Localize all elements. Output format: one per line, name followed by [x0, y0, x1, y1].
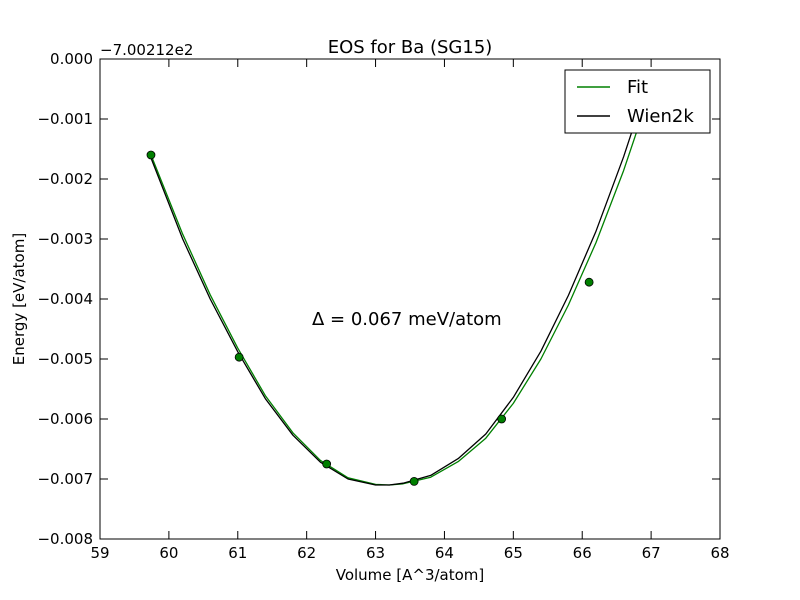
legend-label-fit: Fit — [627, 77, 648, 98]
x-tick-label: 68 — [710, 544, 729, 562]
plot-frame — [99, 58, 721, 540]
series-curves — [150, 73, 652, 486]
y-offset-label: −7.00212e2 — [100, 41, 193, 59]
x-tick-label: 65 — [504, 544, 523, 562]
chart-title: EOS for Ba (SG15) — [328, 37, 493, 58]
y-tick-label: −0.008 — [37, 530, 93, 548]
x-tick-label: 61 — [228, 544, 247, 562]
y-tick-label: −0.003 — [37, 230, 93, 248]
data-point — [234, 352, 244, 362]
legend-label-wien2k: Wien2k — [627, 106, 694, 127]
delta-annotation: Δ = 0.067 meV/atom — [312, 309, 502, 330]
y-tick-label: −0.006 — [37, 410, 93, 428]
series-line-wien2k — [150, 73, 652, 486]
x-tick-label: 59 — [90, 544, 109, 562]
y-tick-label: −0.005 — [37, 350, 93, 368]
data-point — [409, 476, 419, 486]
data-point — [584, 277, 594, 287]
x-tick-label: 66 — [573, 544, 592, 562]
x-tick-label: 63 — [366, 544, 385, 562]
x-tick-label: 64 — [435, 544, 454, 562]
series-line-fit — [150, 88, 652, 486]
y-tick-label: −0.004 — [37, 290, 93, 308]
y-tick-label: −0.007 — [37, 470, 93, 488]
y-tick-label: −0.001 — [37, 110, 93, 128]
x-axis-title: Volume [A^3/atom] — [336, 566, 485, 584]
y-axis-title: Energy [eV/atom] — [10, 233, 28, 365]
y-tick-label: −0.002 — [37, 170, 93, 188]
y-tick-label: 0.000 — [50, 50, 93, 68]
legend: Fit Wien2k — [564, 69, 711, 134]
x-tick-label: 62 — [297, 544, 316, 562]
axis-ticks: 59 60 61 62 63 64 65 66 67 68 0.000 −0.001 −0.002 −0.… — [37, 50, 729, 562]
data-point — [497, 414, 507, 424]
legend-box — [564, 69, 711, 134]
data-point — [146, 150, 156, 160]
x-tick-label: 67 — [642, 544, 661, 562]
data-points — [146, 150, 594, 486]
data-point — [322, 459, 332, 469]
x-tick-label: 60 — [159, 544, 178, 562]
